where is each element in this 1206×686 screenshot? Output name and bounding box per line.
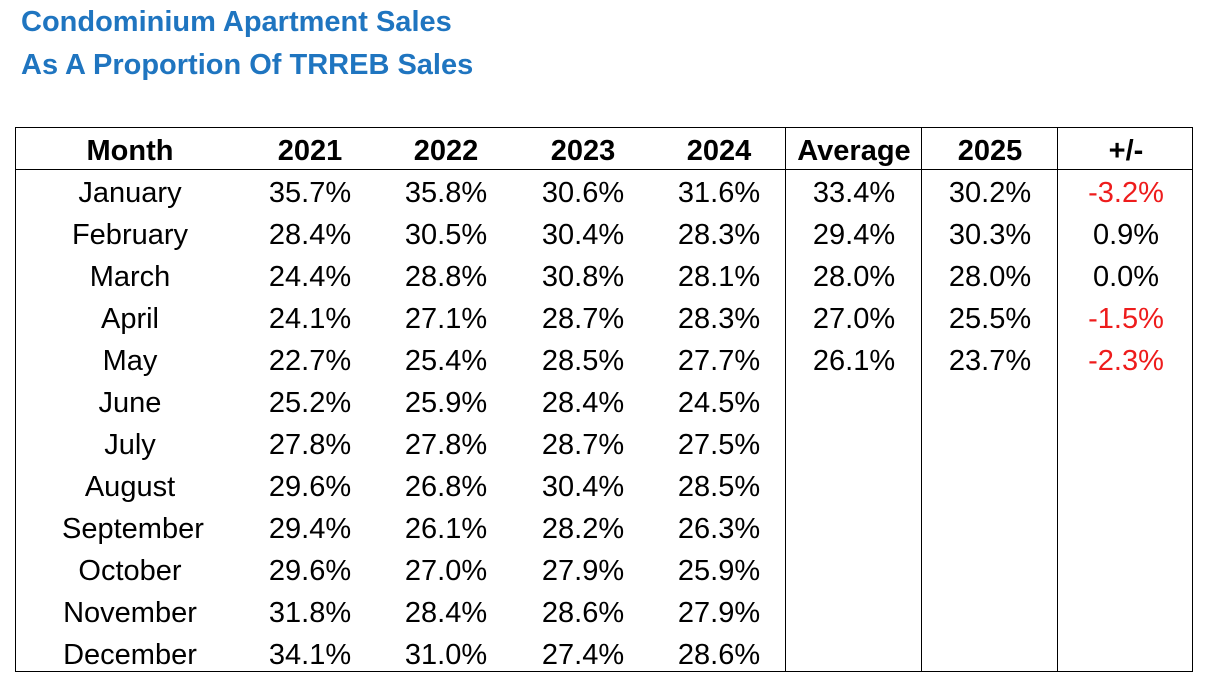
table-cell-2023: 28.7% bbox=[541, 429, 625, 461]
month-label: October bbox=[78, 555, 182, 587]
table-cell-2021: 31.8% bbox=[268, 597, 352, 629]
table-cell-2024: 28.3% bbox=[677, 219, 761, 251]
month-label: June bbox=[98, 387, 162, 419]
table-cell-2022: 25.4% bbox=[404, 345, 488, 377]
table-cell-2025: 23.7% bbox=[948, 345, 1032, 377]
table-cell-2024: 24.5% bbox=[677, 387, 761, 419]
column-header-2023: 2023 bbox=[550, 135, 616, 167]
table-cell-2022: 28.4% bbox=[404, 597, 488, 629]
table-cell-change: -2.3% bbox=[1088, 345, 1164, 377]
table-cell-average: 33.4% bbox=[812, 177, 896, 209]
table-cell-change: 0.9% bbox=[1092, 219, 1160, 251]
table-cell-2022: 35.8% bbox=[404, 177, 488, 209]
table-cell-2021: 29.4% bbox=[268, 513, 352, 545]
table-cell-2021: 35.7% bbox=[268, 177, 352, 209]
column-divider-average bbox=[785, 128, 786, 671]
column-header-month: Month bbox=[86, 135, 174, 167]
sales-table: Month 2021 2022 2023 2024 Average 2025 +/- Janua… bbox=[15, 127, 1193, 672]
header-divider bbox=[16, 169, 1192, 170]
column-header-average: Average bbox=[797, 135, 911, 167]
month-label: February bbox=[71, 219, 189, 251]
table-cell-2021: 25.2% bbox=[268, 387, 352, 419]
table-cell-change: -1.5% bbox=[1088, 303, 1164, 335]
table-cell-2022: 25.9% bbox=[404, 387, 488, 419]
table-cell-2022: 27.8% bbox=[404, 429, 488, 461]
table-cell-average: 26.1% bbox=[812, 345, 896, 377]
table-cell-change: 0.0% bbox=[1092, 261, 1160, 293]
table-cell-2023: 30.4% bbox=[541, 471, 625, 503]
table-cell-2022: 27.1% bbox=[404, 303, 488, 335]
table-cell-change: -3.2% bbox=[1088, 177, 1164, 209]
table-cell-2024: 31.6% bbox=[677, 177, 761, 209]
month-label: April bbox=[100, 303, 159, 335]
table-cell-2022: 30.5% bbox=[404, 219, 488, 251]
month-label: November bbox=[63, 597, 197, 629]
table-cell-2023: 28.2% bbox=[541, 513, 625, 545]
table-cell-2024: 27.7% bbox=[677, 345, 761, 377]
table-cell-2025: 25.5% bbox=[948, 303, 1032, 335]
table-cell-2024: 28.6% bbox=[677, 639, 761, 671]
table-cell-2025: 30.3% bbox=[948, 219, 1032, 251]
table-cell-2023: 30.4% bbox=[541, 219, 625, 251]
table-cell-2022: 26.1% bbox=[404, 513, 488, 545]
month-label: March bbox=[89, 261, 171, 293]
column-divider-change bbox=[1057, 128, 1058, 671]
column-divider-2025 bbox=[921, 128, 922, 671]
table-cell-2023: 28.4% bbox=[541, 387, 625, 419]
column-header-2024: 2024 bbox=[686, 135, 752, 167]
table-cell-2021: 24.4% bbox=[268, 261, 352, 293]
month-label: September bbox=[62, 513, 204, 545]
month-label: August bbox=[84, 471, 176, 503]
table-cell-2021: 34.1% bbox=[268, 639, 352, 671]
month-label: December bbox=[63, 639, 197, 671]
column-header-2022: 2022 bbox=[413, 135, 479, 167]
table-cell-2023: 28.5% bbox=[541, 345, 625, 377]
column-header-2021: 2021 bbox=[277, 135, 343, 167]
chart-title-line2: As A Proportion Of TRREB Sales bbox=[21, 49, 474, 81]
table-cell-2023: 28.6% bbox=[541, 597, 625, 629]
table-cell-2024: 28.3% bbox=[677, 303, 761, 335]
chart-title-line1: Condominium Apartment Sales bbox=[21, 6, 452, 38]
table-cell-average: 29.4% bbox=[812, 219, 896, 251]
table-cell-2023: 27.4% bbox=[541, 639, 625, 671]
table-cell-2024: 25.9% bbox=[677, 555, 761, 587]
table-cell-2024: 26.3% bbox=[677, 513, 761, 545]
table-cell-2024: 28.5% bbox=[677, 471, 761, 503]
table-cell-average: 27.0% bbox=[812, 303, 896, 335]
column-header-change: +/- bbox=[1108, 135, 1144, 167]
table-cell-2021: 24.1% bbox=[268, 303, 352, 335]
table-cell-2022: 27.0% bbox=[404, 555, 488, 587]
table-cell-2021: 27.8% bbox=[268, 429, 352, 461]
table-cell-2022: 26.8% bbox=[404, 471, 488, 503]
table-cell-2024: 27.5% bbox=[677, 429, 761, 461]
table-cell-2022: 31.0% bbox=[404, 639, 488, 671]
table-cell-2025: 28.0% bbox=[948, 261, 1032, 293]
month-label: July bbox=[104, 429, 156, 461]
table-cell-2024: 27.9% bbox=[677, 597, 761, 629]
table-cell-2021: 28.4% bbox=[268, 219, 352, 251]
month-label: January bbox=[78, 177, 182, 209]
table-cell-2021: 29.6% bbox=[268, 555, 352, 587]
column-header-2025: 2025 bbox=[957, 135, 1023, 167]
table-cell-2023: 28.7% bbox=[541, 303, 625, 335]
table-cell-average: 28.0% bbox=[812, 261, 896, 293]
table-cell-2022: 28.8% bbox=[404, 261, 488, 293]
table-cell-2023: 30.6% bbox=[541, 177, 625, 209]
table-cell-2025: 30.2% bbox=[948, 177, 1032, 209]
table-cell-2024: 28.1% bbox=[677, 261, 761, 293]
table-cell-2021: 22.7% bbox=[268, 345, 352, 377]
table-cell-2021: 29.6% bbox=[268, 471, 352, 503]
table-cell-2023: 30.8% bbox=[541, 261, 625, 293]
month-label: May bbox=[102, 345, 158, 377]
table-cell-2023: 27.9% bbox=[541, 555, 625, 587]
